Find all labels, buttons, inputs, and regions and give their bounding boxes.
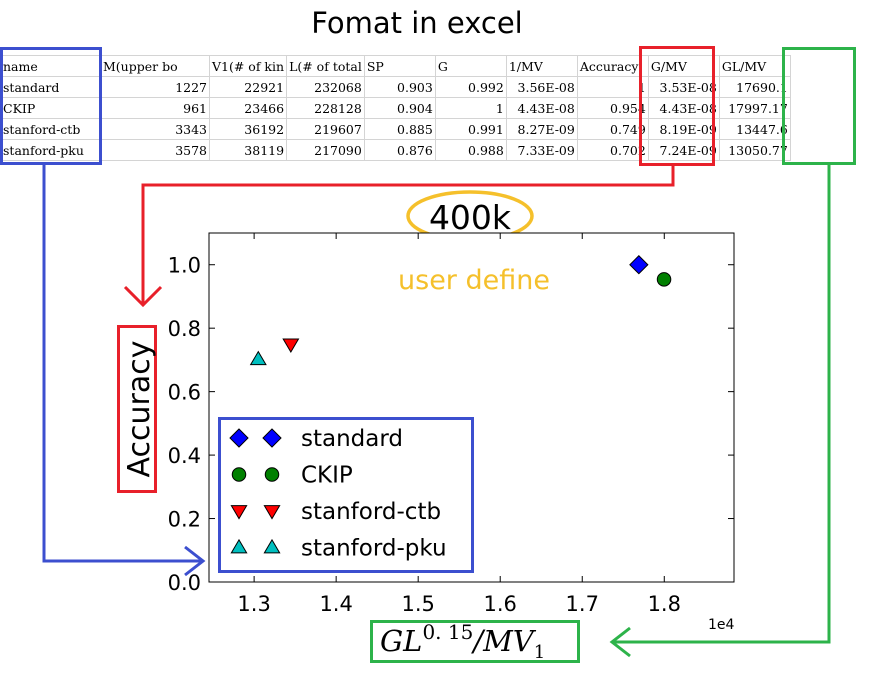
x-tick-label: 1.3 (237, 592, 270, 616)
table-cell: 0.903 (363, 76, 436, 98)
table-cell: stanford-ctb (0, 118, 101, 140)
x-axis-label-mid: /MV (470, 624, 536, 658)
name-arrow-head (184, 545, 206, 577)
table-cell: 8.27E-09 (505, 118, 578, 140)
table-header-row: name M(upper bo V1(# of kin L(# of total SP G… (0, 55, 791, 77)
x-offset-label: 1e4 (708, 617, 735, 633)
x-axis-label-base: GL (380, 624, 422, 658)
table-row: stanford-pku 3578 38119 217090 0.876 0.988 7.3… (0, 139, 791, 161)
glmv-arrow-head (609, 626, 631, 658)
user-define-label: user define (398, 265, 550, 296)
data-point-stanford-pku (249, 350, 267, 366)
y-tick-label: 0.4 (168, 444, 201, 468)
legend-marker (230, 538, 248, 554)
legend-marker (231, 467, 247, 482)
table-row: stanford-ctb 3343 36192 219607 0.885 0.991 8.2… (0, 118, 791, 140)
x-tick-label: 1.5 (401, 592, 434, 616)
ylabel-highlight (117, 325, 157, 493)
table-cell: 3343 (100, 118, 210, 140)
legend-marker (262, 428, 282, 448)
table-cell: GL/MV (718, 55, 791, 77)
legend-label: stanford-ctb (301, 499, 441, 525)
table-cell: stanford-pku (0, 139, 101, 161)
table-cell: 7.33E-09 (505, 139, 578, 161)
table-cell: Accuracy (576, 55, 649, 77)
x-axis-label-sub: 1 (534, 642, 545, 663)
accuracy-column-highlight (639, 46, 715, 166)
x-axis-label-sup: 0. 15 (422, 620, 473, 644)
data-point-stanford-ctb (282, 338, 300, 354)
legend-label: stanford-pku (301, 536, 447, 562)
x-tick-label: 1.4 (319, 592, 352, 616)
y-tick-label: 0.6 (168, 381, 201, 405)
glmv-column-highlight (782, 47, 856, 165)
data-points (249, 255, 672, 366)
y-tick-label: 0.2 (168, 508, 201, 532)
name-column-highlight (0, 47, 102, 165)
axis-ticks: 1.3 1.4 1.5 1.6 1.7 1.8 0.0 0.2 0.4 0.6 0.8 1.0 (168, 233, 734, 616)
y-tick-label: 0.0 (168, 571, 201, 595)
table-cell: G/MV (647, 55, 720, 77)
y-axis-label: Accuracy (122, 341, 157, 478)
y-tick-label: 1.0 (168, 254, 201, 278)
xlabel-highlight (370, 620, 580, 663)
legend-marker (229, 428, 249, 448)
legend-marker (264, 467, 280, 482)
table-row: CKIP 961 23466 228128 0.904 1 4.43E-08 0.954 4.4… (0, 97, 791, 119)
legend-label: standard (301, 426, 403, 452)
data-point-standard (629, 255, 649, 275)
legend-items: standard CKIP stanford-ctb stanford-pku (229, 426, 447, 562)
table-cell: 13050.77 (718, 139, 791, 161)
legend-marker (230, 505, 248, 520)
x-tick-label: 1.8 (648, 592, 681, 616)
legend (218, 417, 474, 573)
y-tick-label: 0.8 (168, 317, 201, 341)
page-title: Fomat in excel (311, 6, 523, 40)
table-cell: 4.43E-08 (647, 97, 720, 119)
size-label: 400k (429, 198, 512, 237)
table-cell: 17997.17 (718, 97, 791, 119)
x-tick-label: 1.7 (566, 592, 599, 616)
table-cell: 0.749 (576, 118, 649, 140)
accuracy-to-ylabel-arrow (141, 164, 675, 305)
table-cell: 217090 (286, 139, 365, 161)
x-axis-label: GL0. 15/MV1 (380, 620, 545, 663)
table-cell: SP (363, 55, 436, 77)
x-tick-label: 1.6 (484, 592, 517, 616)
table-cell: 8.19E-09 (647, 118, 720, 140)
glmv-to-xlabel-arrow (612, 164, 831, 644)
table-cell: 23466 (208, 97, 288, 119)
data-point-CKIP (656, 272, 672, 287)
spreadsheet-table: name M(upper bo V1(# of kin L(# of total SP G… (0, 55, 791, 161)
table-cell: 38119 (208, 139, 288, 161)
table-cell: 3.53E-08 (647, 76, 720, 98)
table-cell: 36192 (208, 118, 288, 140)
legend-marker (263, 505, 281, 520)
legend-label: CKIP (301, 463, 353, 489)
name-to-legend-arrow (42, 164, 203, 563)
accuracy-arrow-head (123, 285, 163, 308)
table-cell: 0.988 (434, 139, 507, 161)
table-cell: 0.702 (576, 139, 649, 161)
legend-marker (263, 538, 281, 554)
